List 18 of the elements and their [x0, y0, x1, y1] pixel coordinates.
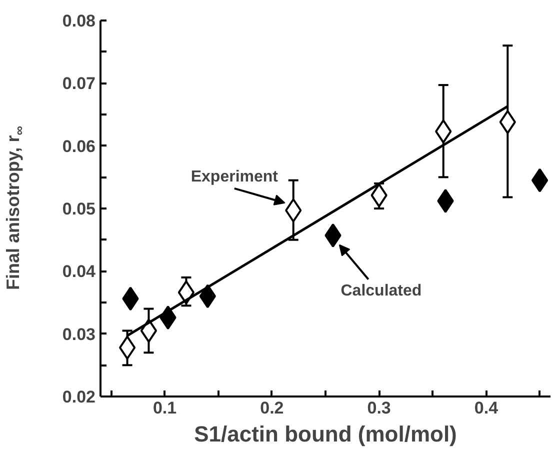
annotation: Experiment [190, 168, 279, 186]
y-tick-label: 0.05 [62, 200, 96, 218]
x-axis-title: S1/actin bound (mol/mol) [194, 422, 457, 446]
y-tick-label: 0.04 [62, 262, 96, 282]
y-tick-label: 0.02 [62, 388, 96, 406]
annotation: Calculated [340, 282, 422, 300]
y-tick-label: 0.06 [62, 136, 96, 156]
y-tick-label: 0.07 [62, 74, 96, 94]
point [178, 280, 195, 304]
y-tick-label: 0.08 [62, 12, 96, 30]
point [118, 336, 136, 360]
point [140, 318, 158, 343]
point [531, 168, 548, 192]
x-tick-label: 0.4 [474, 398, 499, 418]
y-tick-label: 0.03 [62, 324, 96, 344]
x-tick-label: 0.1 [152, 398, 177, 418]
x-tick-label: 0.2 [260, 398, 284, 418]
x-tick-label: 0.3 [367, 398, 391, 418]
